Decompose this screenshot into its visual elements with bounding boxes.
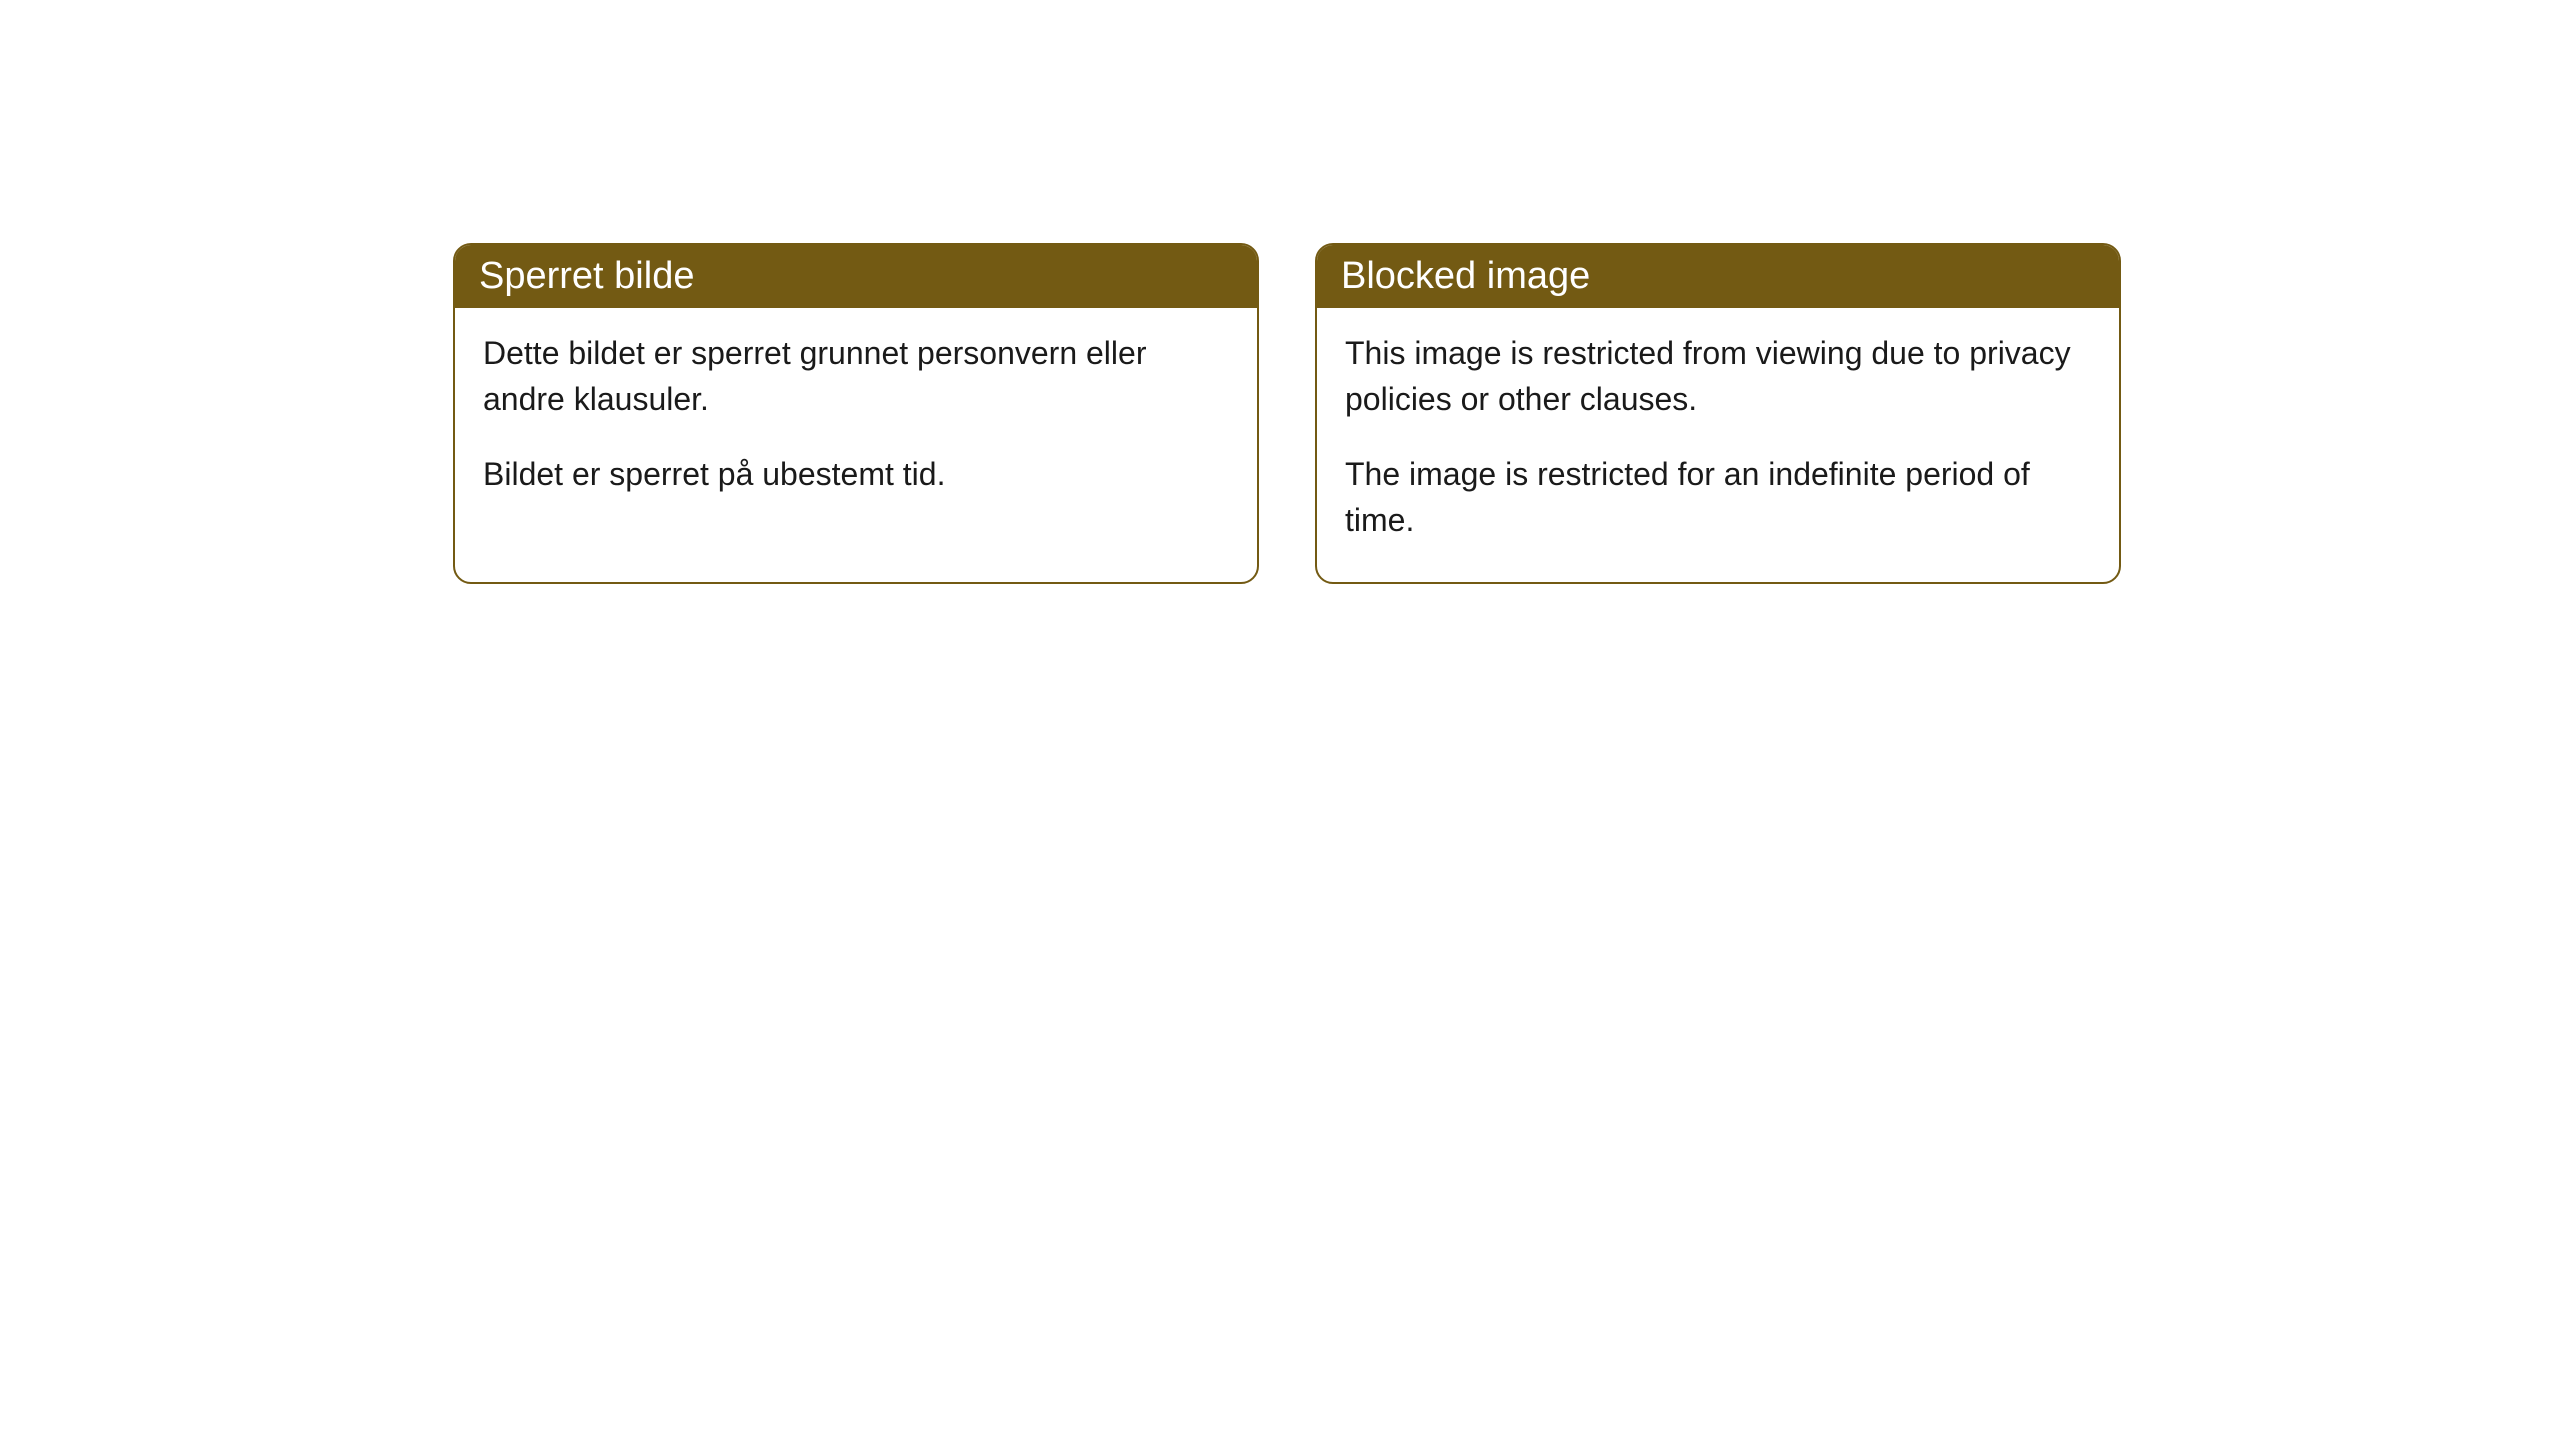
notice-container: Sperret bilde Dette bildet er sperret gr… — [0, 0, 2560, 584]
card-header-no: Sperret bilde — [455, 245, 1257, 308]
card-paragraph-en-1: This image is restricted from viewing du… — [1345, 330, 2091, 423]
card-paragraph-en-2: The image is restricted for an indefinit… — [1345, 451, 2091, 544]
card-paragraph-no-1: Dette bildet er sperret grunnet personve… — [483, 330, 1229, 423]
blocked-image-card-en: Blocked image This image is restricted f… — [1315, 243, 2121, 584]
card-title-no: Sperret bilde — [479, 255, 694, 297]
blocked-image-card-no: Sperret bilde Dette bildet er sperret gr… — [453, 243, 1259, 584]
card-title-en: Blocked image — [1341, 255, 1590, 297]
card-body-no: Dette bildet er sperret grunnet personve… — [455, 308, 1257, 535]
card-paragraph-no-2: Bildet er sperret på ubestemt tid. — [483, 451, 1229, 497]
card-header-en: Blocked image — [1317, 245, 2119, 308]
card-body-en: This image is restricted from viewing du… — [1317, 308, 2119, 582]
